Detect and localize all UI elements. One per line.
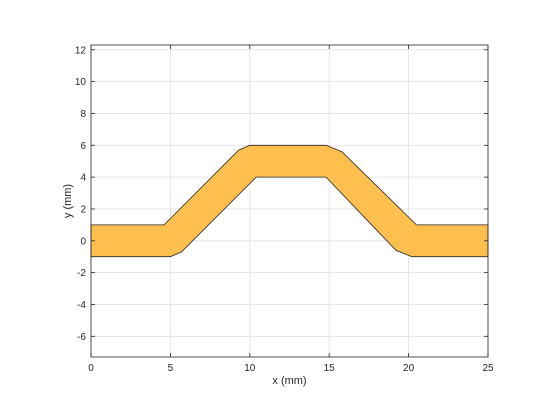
x-tick-label: 10: [244, 363, 256, 374]
x-tick-label: 25: [482, 363, 494, 374]
x-axis-label: x (mm): [272, 375, 306, 387]
y-axis-label: y (mm): [62, 184, 74, 218]
y-tick-label: 6: [80, 141, 86, 152]
plot-area: [91, 45, 488, 357]
x-tick-label: 20: [403, 363, 415, 374]
y-tick-label: 4: [80, 173, 86, 184]
y-tick-label: 8: [80, 109, 86, 120]
axis-ticks: 0 5 10 15 20 25 -6 -4 -2 0 2 4 6 8 10 12: [75, 45, 494, 374]
y-tick-label: 2: [80, 204, 86, 215]
y-tick-label: -4: [77, 300, 86, 311]
x-tick-label: 0: [88, 363, 94, 374]
axes-box: [90, 44, 489, 358]
y-tick-label: -2: [77, 268, 86, 279]
y-tick-label: 0: [80, 236, 86, 247]
y-tick-label: -6: [77, 332, 86, 343]
y-tick-label: 10: [75, 77, 87, 88]
y-tick-label: 12: [75, 45, 87, 56]
x-tick-label: 5: [168, 363, 174, 374]
x-tick-label: 15: [324, 363, 336, 374]
